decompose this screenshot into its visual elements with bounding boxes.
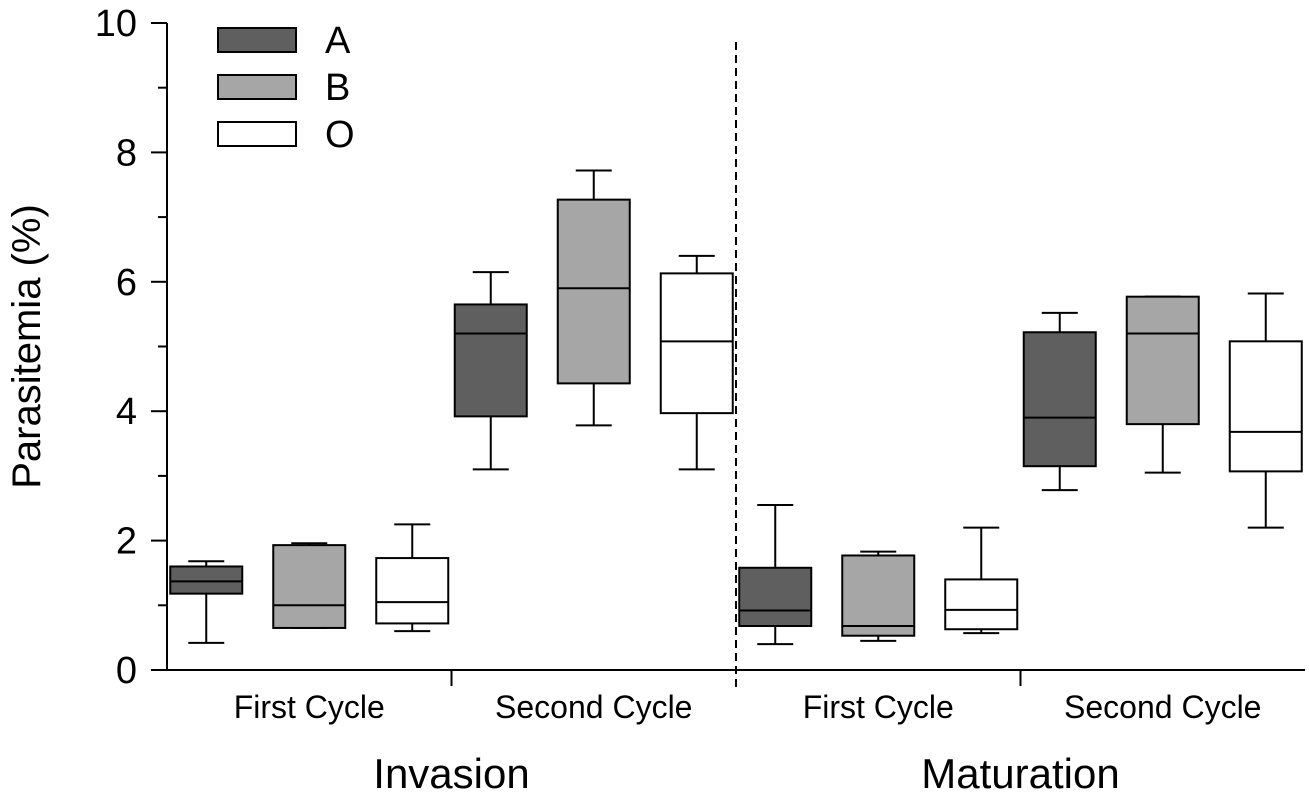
box-body [738,566,813,628]
group-label: Maturation [921,750,1119,797]
box-body [1125,295,1200,426]
box-body [1228,340,1303,473]
box-body [841,554,916,637]
box-body [375,557,450,625]
y-axis-label: Parasitemia (%) [5,204,49,489]
x-category-label: Second Cycle [495,689,692,725]
box-body [1022,331,1097,468]
box-O [1228,292,1303,529]
box-body [453,303,528,418]
box-body [944,578,1019,631]
box-B [1125,295,1200,474]
legend-label: A [325,20,351,62]
box-A [738,504,813,646]
legend-swatch-B [217,74,297,100]
y-tick-label: 10 [95,3,137,45]
x-category-label: First Cycle [234,689,385,725]
box-B [841,550,916,642]
y-tick-label: 4 [116,391,137,433]
box-A [169,560,244,644]
legend-swatch-O [217,121,297,147]
box-O [944,526,1019,635]
legend-label: O [325,114,355,156]
box-body [169,565,244,595]
y-tick-label: 6 [116,262,137,304]
x-category-label: Second Cycle [1064,689,1261,725]
box-A [453,271,528,471]
box-body [659,272,734,415]
boxes-layer [169,169,1303,646]
box-O [375,523,450,633]
y-axis: 0 2 4 6 8 10 [95,3,168,692]
box-B [272,542,347,629]
legend-swatch-A [217,27,297,53]
x-axis: First Cycle Second Cycle Invasion First Cyc… [167,669,1305,797]
box-body [556,198,631,385]
group-label: Invasion [373,750,529,797]
box-A [1022,311,1097,492]
y-tick-label: 0 [116,650,137,692]
box-body [272,544,347,629]
box-B [556,169,631,427]
y-tick-label: 8 [116,132,137,174]
y-tick-label: 2 [116,521,137,563]
x-category-label: First Cycle [803,689,954,725]
legend-label: B [325,67,350,109]
box-O [659,254,734,471]
legend: ABO [217,20,355,156]
